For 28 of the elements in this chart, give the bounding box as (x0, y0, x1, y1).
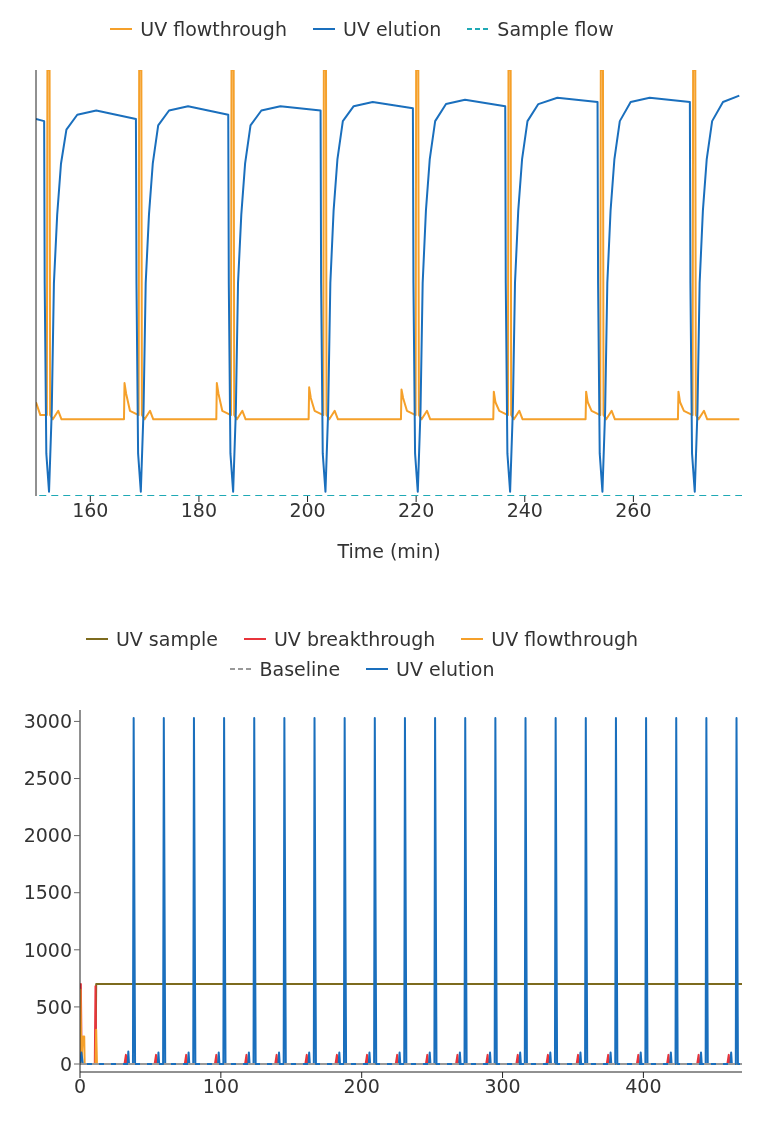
y-tick-label: 2000 (23, 824, 72, 847)
x-tick-label: 240 (506, 499, 543, 522)
x-tick-label: 180 (180, 499, 218, 522)
x-tick-label: 0 (73, 1075, 87, 1098)
legend-label: UV flowthrough (140, 18, 287, 40)
legend-label: Baseline (259, 658, 341, 680)
legend-label: UV sample (115, 628, 218, 650)
y-tick-label: 500 (35, 995, 72, 1018)
line-series (80, 716, 742, 1066)
x-tick-label: 100 (202, 1075, 239, 1098)
legend-label: UV flowthrough (491, 628, 639, 650)
legend-label: UV elution (396, 658, 495, 680)
y-tick-label: 1000 (23, 938, 72, 961)
x-tick-label: 200 (289, 499, 326, 522)
x-tick-label: 400 (625, 1075, 662, 1098)
y-tick-label: 1500 (23, 881, 72, 904)
x-tick-label: 200 (343, 1075, 380, 1098)
y-tick-label: 2500 (23, 767, 72, 790)
x-tick-label: 300 (484, 1075, 521, 1098)
x-axis-title: Time (min) (336, 540, 441, 562)
y-tick-label: 3000 (23, 710, 72, 733)
y-tick-label: 0 (59, 1052, 72, 1075)
legend-label: Sample flow (497, 18, 614, 40)
x-tick-label: 220 (398, 499, 435, 522)
legend-label: UV breakthrough (273, 628, 436, 650)
x-tick-label: 160 (72, 499, 109, 522)
x-tick-label: 260 (615, 499, 652, 522)
legend-label: UV elution (342, 18, 442, 40)
